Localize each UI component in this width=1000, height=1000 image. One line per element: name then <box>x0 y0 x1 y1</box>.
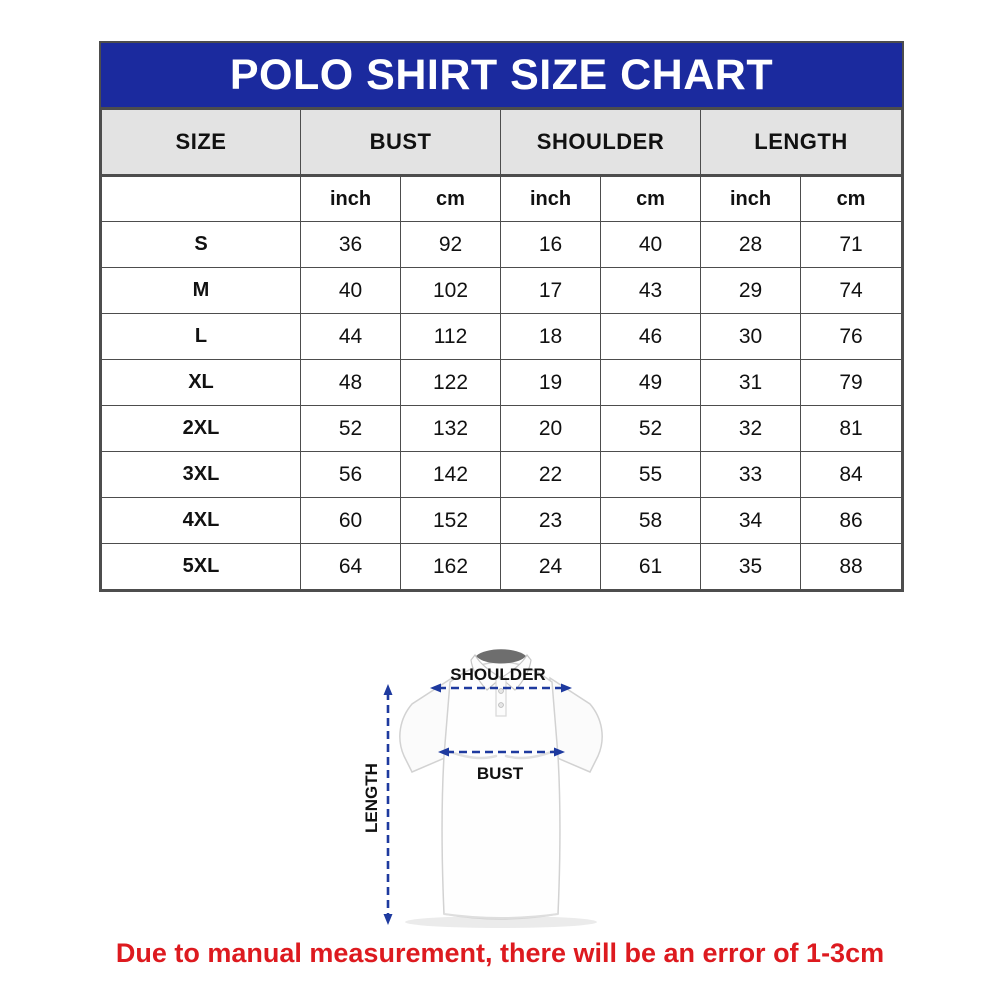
value-cell: 76 <box>800 313 902 360</box>
unit-header: cm <box>600 175 702 222</box>
table-row-5xl: 5XL 64 162 24 61 35 88 <box>101 543 902 590</box>
value-cell: 32 <box>700 405 802 452</box>
value-cell: 22 <box>500 451 602 498</box>
shoulder-arrow <box>430 683 572 693</box>
size-chart: POLO SHIRT SIZE CHART SIZE BUST SHOULDER… <box>99 41 904 592</box>
column-header-bust: BUST <box>299 109 502 177</box>
value-cell: 31 <box>700 359 802 406</box>
unit-header: cm <box>800 175 902 222</box>
value-cell: 44 <box>300 313 401 360</box>
size-cell: XL <box>101 359 301 406</box>
value-cell: 162 <box>399 543 502 590</box>
column-header-length: LENGTH <box>700 109 902 177</box>
table-row-m: M 40 102 17 43 29 74 <box>101 267 902 314</box>
value-cell: 19 <box>500 359 602 406</box>
value-cell: 46 <box>600 313 702 360</box>
value-cell: 24 <box>500 543 602 590</box>
size-cell: 3XL <box>101 451 301 498</box>
value-cell: 40 <box>300 267 401 314</box>
bust-arrow <box>438 747 565 757</box>
value-cell: 20 <box>500 405 602 452</box>
value-cell: 23 <box>500 497 602 544</box>
value-cell: 36 <box>300 221 401 268</box>
value-cell: 40 <box>600 221 702 268</box>
table-row-2xl: 2XL 52 132 20 52 32 81 <box>101 405 902 452</box>
table-row-3xl: 3XL 56 142 22 55 33 84 <box>101 451 902 498</box>
length-arrow <box>383 684 393 925</box>
table-row-xl: XL 48 122 19 49 31 79 <box>101 359 902 406</box>
unit-header: inch <box>500 175 602 222</box>
value-cell: 29 <box>700 267 802 314</box>
column-header-row: SIZE BUST SHOULDER LENGTH <box>101 109 902 177</box>
value-cell: 49 <box>600 359 702 406</box>
value-cell: 84 <box>800 451 902 498</box>
value-cell: 17 <box>500 267 602 314</box>
value-cell: 102 <box>399 267 502 314</box>
size-cell: L <box>101 313 301 360</box>
value-cell: 132 <box>399 405 502 452</box>
value-cell: 88 <box>800 543 902 590</box>
chart-title: POLO SHIRT SIZE CHART <box>229 50 774 99</box>
unit-header: cm <box>399 175 502 222</box>
value-cell: 61 <box>600 543 702 590</box>
value-cell: 52 <box>300 405 401 452</box>
value-cell: 64 <box>300 543 401 590</box>
value-cell: 152 <box>399 497 502 544</box>
shoulder-label: SHOULDER <box>450 665 545 684</box>
column-header-shoulder: SHOULDER <box>500 109 702 177</box>
size-cell: 5XL <box>101 543 301 590</box>
value-cell: 86 <box>800 497 902 544</box>
table-row-s: S 36 92 16 40 28 71 <box>101 221 902 268</box>
unit-header-row: inch cm inch cm inch cm <box>101 175 902 222</box>
value-cell: 18 <box>500 313 602 360</box>
length-label: LENGTH <box>362 763 381 833</box>
value-cell: 52 <box>600 405 702 452</box>
size-table: SIZE BUST SHOULDER LENGTH inch cm inch c… <box>101 109 902 590</box>
value-cell: 16 <box>500 221 602 268</box>
value-cell: 33 <box>700 451 802 498</box>
value-cell: 56 <box>300 451 401 498</box>
unit-header: inch <box>700 175 802 222</box>
value-cell: 71 <box>800 221 902 268</box>
chart-title-bar: POLO SHIRT SIZE CHART <box>101 43 902 109</box>
unit-header: inch <box>300 175 401 222</box>
value-cell: 48 <box>300 359 401 406</box>
value-cell: 92 <box>399 221 502 268</box>
measurement-diagram: SHOULDER BUST LENGTH <box>330 638 675 950</box>
value-cell: 30 <box>700 313 802 360</box>
value-cell: 112 <box>399 313 502 360</box>
value-cell: 79 <box>800 359 902 406</box>
measurement-disclaimer: Due to manual measurement, there will be… <box>115 938 885 968</box>
value-cell: 43 <box>600 267 702 314</box>
size-cell: 2XL <box>101 405 301 452</box>
table-row-l: L 44 112 18 46 30 76 <box>101 313 902 360</box>
polo-shirt-illustration: SHOULDER BUST LENGTH <box>362 649 603 928</box>
value-cell: 55 <box>600 451 702 498</box>
value-cell: 34 <box>700 497 802 544</box>
size-cell: 4XL <box>101 497 301 544</box>
size-cell: M <box>101 267 301 314</box>
value-cell: 60 <box>300 497 401 544</box>
value-cell: 142 <box>399 451 502 498</box>
value-cell: 74 <box>800 267 902 314</box>
size-cell: S <box>101 221 301 268</box>
value-cell: 28 <box>700 221 802 268</box>
value-cell: 58 <box>600 497 702 544</box>
column-header-size: SIZE <box>101 109 301 177</box>
bust-label: BUST <box>477 764 524 783</box>
unit-header-empty <box>101 175 301 222</box>
value-cell: 81 <box>800 405 902 452</box>
table-row-4xl: 4XL 60 152 23 58 34 86 <box>101 497 902 544</box>
value-cell: 35 <box>700 543 802 590</box>
value-cell: 122 <box>399 359 502 406</box>
